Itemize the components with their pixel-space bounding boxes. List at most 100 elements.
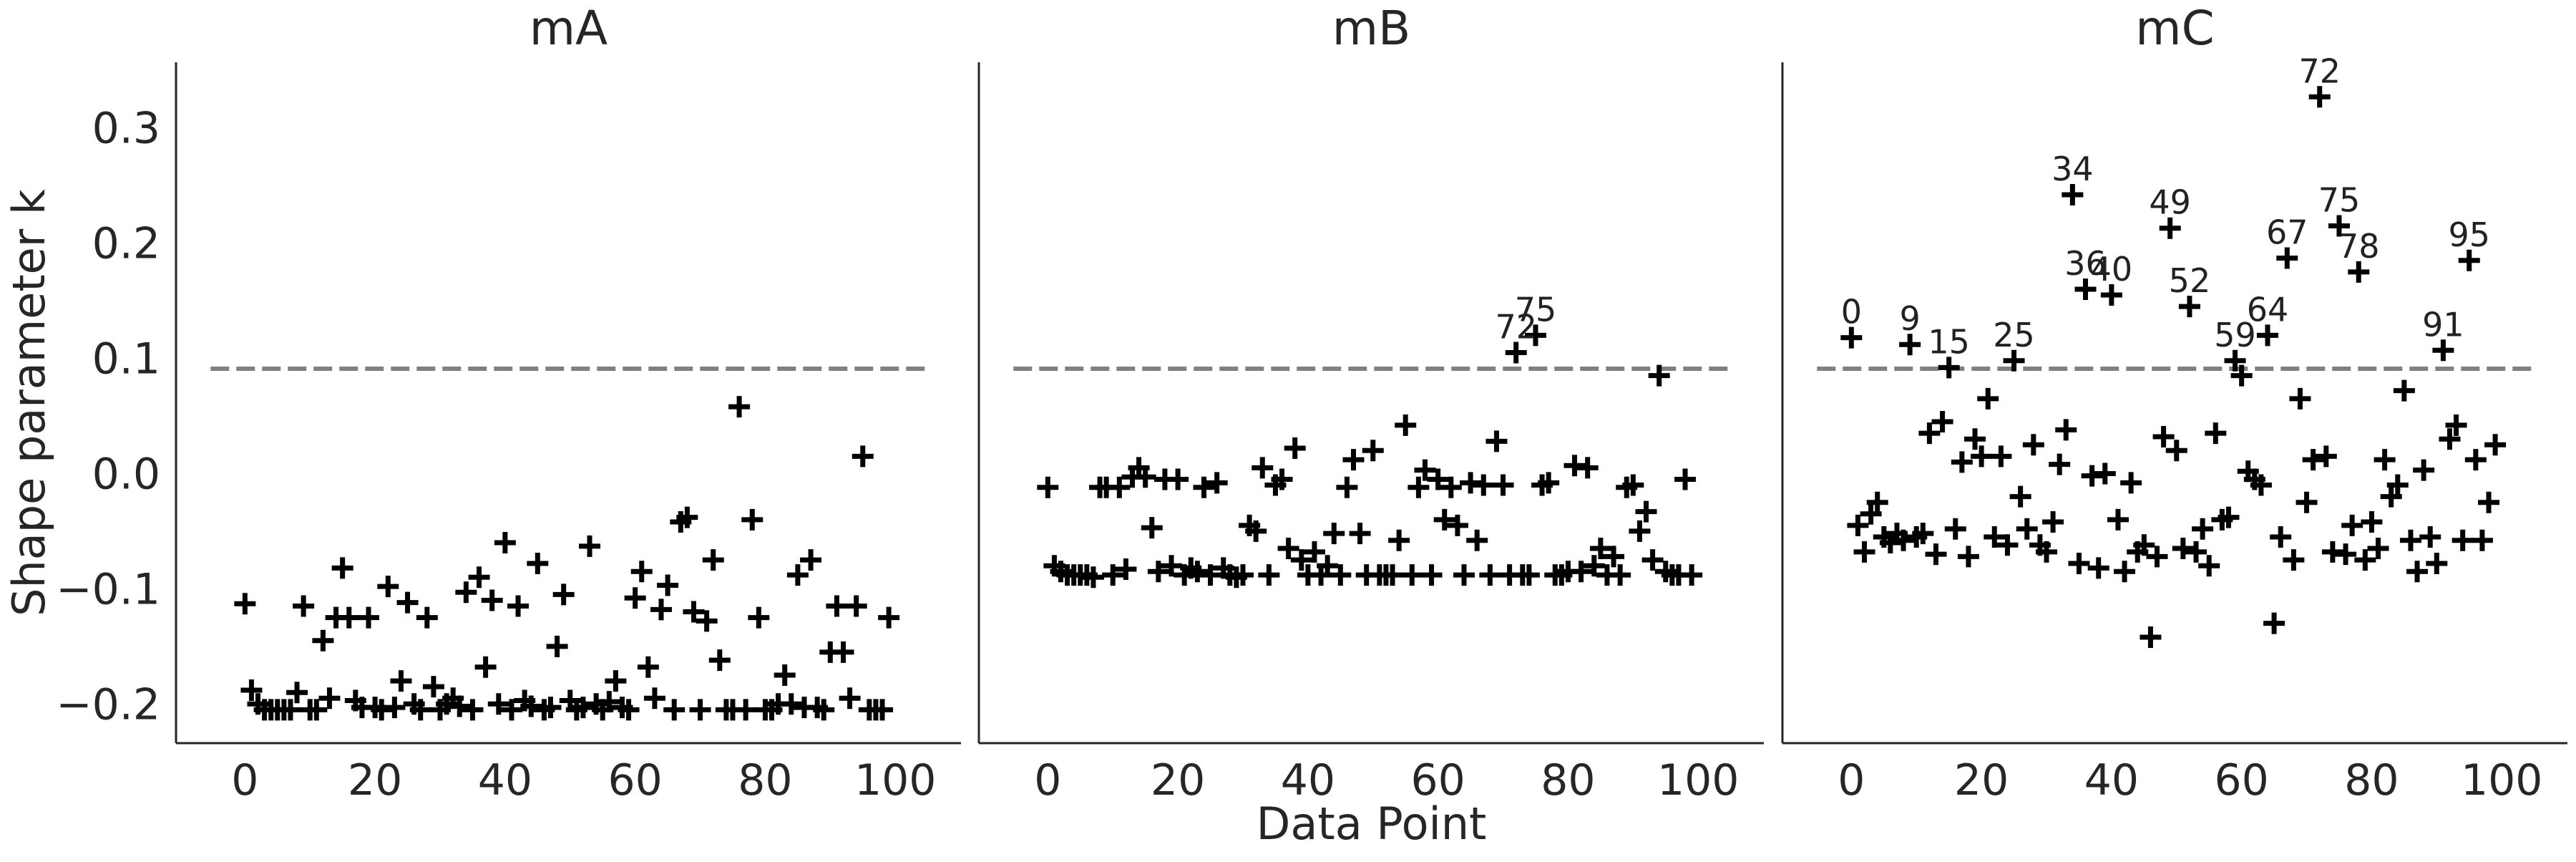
point <box>872 699 894 721</box>
point <box>1641 549 1664 571</box>
point <box>1134 466 1156 488</box>
y-axis-label: Shape parameter k <box>3 189 55 616</box>
point <box>1433 508 1455 531</box>
point <box>1446 514 1468 536</box>
point <box>2049 453 2071 475</box>
point <box>2152 425 2175 447</box>
point-label: 34 <box>2051 150 2094 188</box>
point <box>839 687 861 710</box>
point <box>377 576 399 598</box>
panel-title: mB <box>1332 1 1411 56</box>
point <box>1964 428 1986 450</box>
point <box>786 564 809 586</box>
point-label: 91 <box>2422 305 2464 344</box>
point <box>2464 449 2487 471</box>
point <box>2270 526 2292 548</box>
y-tick-label: −0.2 <box>56 679 160 730</box>
point <box>2478 491 2500 513</box>
point <box>416 606 438 629</box>
point <box>1102 564 1124 586</box>
point <box>1277 538 1299 560</box>
point <box>1362 440 1384 462</box>
point <box>2426 552 2448 574</box>
point <box>1866 491 1888 513</box>
point <box>1388 529 1410 551</box>
point <box>748 606 770 629</box>
point <box>2413 459 2435 481</box>
point <box>1473 474 1495 496</box>
point <box>2458 249 2480 271</box>
point <box>1629 520 1651 542</box>
point <box>2192 518 2214 540</box>
point-label: 36 <box>2064 244 2107 283</box>
point <box>2114 561 2136 583</box>
point <box>878 606 900 629</box>
x-tick-label: 80 <box>2344 755 2399 805</box>
point <box>2471 529 2493 551</box>
point <box>2172 538 2194 560</box>
point-label: 64 <box>2247 290 2289 329</box>
point <box>1342 449 1365 471</box>
point <box>1401 564 1423 586</box>
point-label: 78 <box>2338 227 2380 266</box>
point <box>1576 457 1599 479</box>
point <box>2036 541 2057 563</box>
point <box>422 676 444 698</box>
point <box>1420 564 1443 586</box>
x-tick-label: 100 <box>1657 755 1740 805</box>
point <box>1971 445 1993 468</box>
point <box>2185 541 2207 563</box>
point <box>2198 555 2220 577</box>
point <box>1505 342 1527 364</box>
point <box>2484 434 2507 456</box>
point <box>579 535 601 557</box>
point <box>1161 555 1183 577</box>
point-label: 75 <box>2318 180 2361 219</box>
point <box>2140 626 2162 648</box>
point <box>2068 552 2090 574</box>
point <box>520 695 542 717</box>
point <box>1492 474 1514 496</box>
point <box>390 670 412 692</box>
point <box>481 589 503 611</box>
point <box>572 697 594 719</box>
point <box>696 610 718 632</box>
point <box>657 574 679 596</box>
point <box>2276 247 2298 269</box>
point <box>2003 349 2025 372</box>
point <box>852 445 874 468</box>
x-tick-label: 40 <box>2084 755 2139 805</box>
point-label: 95 <box>2448 216 2490 254</box>
point <box>474 656 497 678</box>
point-label: 15 <box>1928 322 1970 361</box>
point <box>650 599 673 621</box>
point <box>2296 491 2318 513</box>
point <box>1622 474 1644 496</box>
x-tick-label: 60 <box>1410 755 1465 805</box>
x-axis-label: Data Point <box>1257 798 1487 850</box>
point <box>826 595 848 617</box>
point <box>728 396 751 418</box>
point-label: 40 <box>2091 250 2133 289</box>
point <box>2386 474 2409 496</box>
point <box>1427 468 1449 490</box>
point <box>2348 261 2370 283</box>
point <box>1951 451 1973 473</box>
point <box>2289 387 2311 410</box>
point <box>1252 457 1274 479</box>
point <box>487 693 509 715</box>
y-tick-label: −0.1 <box>56 564 160 614</box>
point <box>1860 503 1882 525</box>
point <box>1290 549 1312 571</box>
point <box>527 552 549 574</box>
point <box>2062 184 2084 206</box>
point <box>2445 414 2467 436</box>
point <box>2205 422 2227 445</box>
point <box>2367 538 2389 560</box>
point <box>2009 485 2031 508</box>
point <box>2107 508 2129 531</box>
point <box>1912 523 1934 545</box>
point <box>234 593 256 615</box>
point <box>2361 511 2383 533</box>
point <box>2315 445 2337 468</box>
